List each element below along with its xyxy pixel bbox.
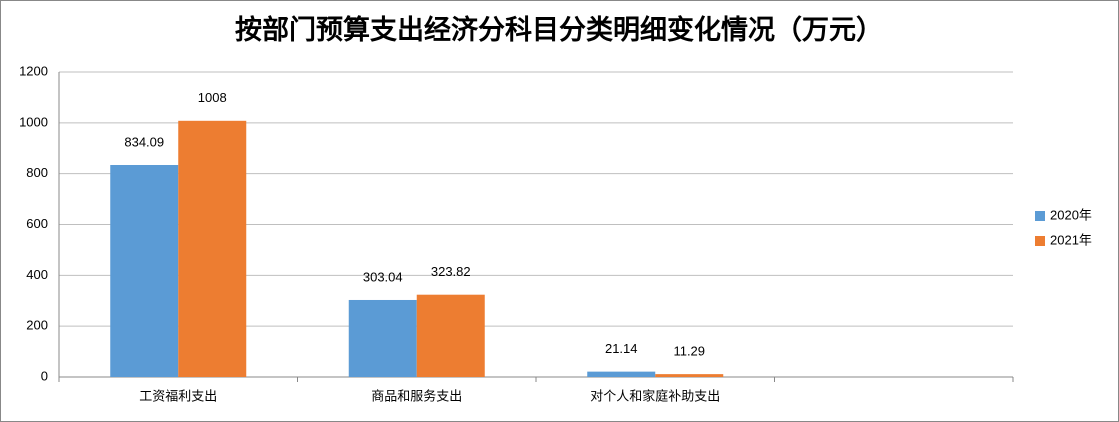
bar: [110, 165, 179, 377]
y-tick-label: 1000: [19, 114, 48, 129]
y-tick-label: 1200: [19, 63, 48, 78]
y-tick-label: 200: [26, 318, 48, 333]
bar: [348, 299, 417, 377]
bar: [178, 120, 247, 378]
y-tick-label: 400: [26, 267, 48, 282]
legend-label: 2020年: [1050, 207, 1092, 222]
y-tick-label: 0: [41, 368, 48, 383]
bar: [655, 374, 724, 377]
data-label: 21.14: [605, 341, 638, 356]
legend-label: 2021年: [1050, 232, 1092, 247]
data-label: 1008: [198, 90, 227, 105]
data-label: 323.82: [431, 264, 471, 279]
bar: [587, 371, 656, 377]
y-tick-label: 800: [26, 165, 48, 180]
x-tick-label: 商品和服务支出: [371, 388, 462, 403]
data-label: 303.04: [363, 269, 403, 284]
y-tick-label: 600: [26, 216, 48, 231]
chart-title: 按部门预算支出经济分科目分类明细变化情况（万元）: [235, 14, 883, 45]
data-label: 834.09: [124, 134, 164, 149]
legend-swatch: [1035, 236, 1045, 246]
x-tick-label: 工资福利支出: [139, 388, 217, 403]
bar: [416, 294, 485, 377]
legend-swatch: [1035, 211, 1045, 221]
x-tick-label: 对个人和家庭补助支出: [590, 388, 720, 403]
data-label: 11.29: [673, 344, 705, 359]
